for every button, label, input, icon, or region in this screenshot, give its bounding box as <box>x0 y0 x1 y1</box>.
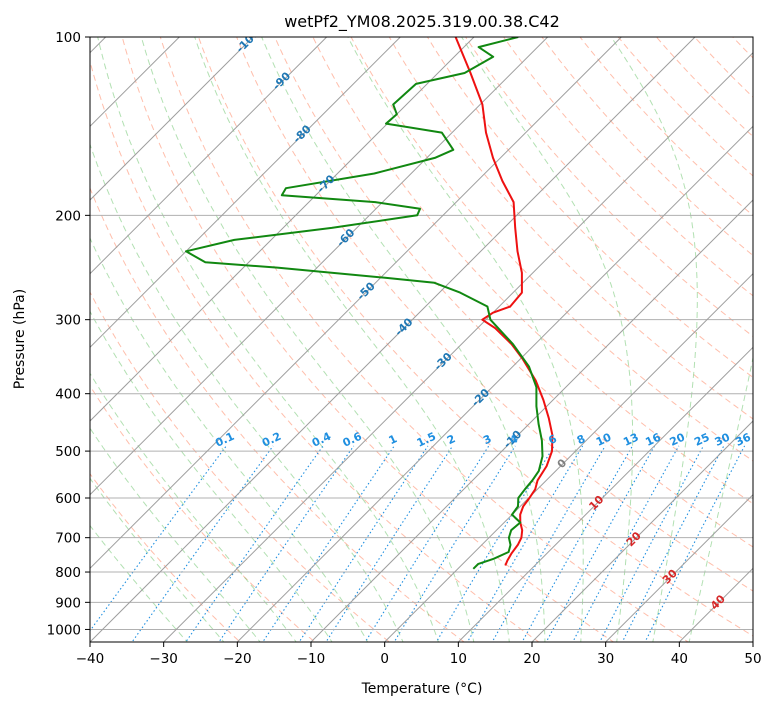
y-tick-label: 300 <box>55 313 81 329</box>
mixing-ratio-label: 16 <box>643 430 663 448</box>
y-tick-label: 400 <box>55 387 81 403</box>
dry-adiabat <box>121 37 615 642</box>
isotherm <box>90 37 328 275</box>
dry-adiabat <box>90 186 465 642</box>
isotherm <box>310 199 753 642</box>
x-tick-label: −40 <box>76 651 105 667</box>
dry-adiabat <box>90 472 241 642</box>
isotherm <box>605 493 753 642</box>
dry-adiabat <box>90 59 540 642</box>
dry-adiabat <box>388 37 753 420</box>
mixing-ratio-label: 25 <box>692 431 711 449</box>
y-tick-label: 900 <box>55 595 81 611</box>
y-tick-label: 800 <box>55 565 81 581</box>
isotherm <box>457 346 753 642</box>
dry-adiabat <box>426 37 753 379</box>
isotherm <box>90 37 254 201</box>
isotherm <box>90 37 401 349</box>
chart-title: wetPf2_YM08.2025.319.00.38.C42 <box>284 12 560 32</box>
moist-adiabat <box>90 236 369 642</box>
y-tick-label: 600 <box>55 491 81 507</box>
x-tick-label: −10 <box>297 651 326 667</box>
sounding-profiles <box>185 37 554 570</box>
mixing-ratio-line <box>644 445 746 642</box>
mixing-ratio-label: 13 <box>621 431 640 449</box>
dry-adiabat <box>197 37 753 637</box>
mixing-ratio-label: 20 <box>668 430 688 448</box>
x-tick-label: 0 <box>380 651 389 667</box>
x-tick-label: 50 <box>744 651 761 667</box>
isotherm <box>90 37 549 496</box>
isotherm <box>531 420 753 642</box>
x-tick-label: 40 <box>671 651 688 667</box>
mixing-ratio-label: 30 <box>713 430 733 448</box>
dry-adiabat <box>159 37 690 642</box>
isotherm <box>236 125 753 642</box>
mixing-ratio-line <box>262 445 395 642</box>
plot-area: -100-90-80-70-60-50-40-30-20-10010203040… <box>90 37 753 642</box>
temperature-profile <box>454 37 554 566</box>
mixing-ratio-line <box>621 445 725 642</box>
mixing-ratio-label: 10 <box>594 430 614 448</box>
isotherm <box>90 37 696 642</box>
x-axis: −40 −30 −20 −10 0 10 20 30 40 50 <box>76 642 762 667</box>
mixing-ratio-line <box>218 445 355 642</box>
mixing-ratio-label: 36 <box>733 430 753 448</box>
x-tick-label: −30 <box>149 651 178 667</box>
y-tick-label: 700 <box>55 531 81 547</box>
isotherm <box>90 37 475 422</box>
x-tick-label: 30 <box>597 651 614 667</box>
isotherm <box>90 37 622 570</box>
y-tick-label: 1000 <box>47 622 81 638</box>
x-tick-label: 10 <box>450 651 467 667</box>
dry-adiabat <box>312 37 753 505</box>
y-tick-label: 200 <box>55 208 81 224</box>
y-tick-label: 100 <box>55 30 81 46</box>
dry-adiabat <box>350 37 753 462</box>
plot-frame <box>89 36 754 643</box>
dewpoint-profile <box>185 37 544 570</box>
moist-adiabat <box>90 142 404 642</box>
x-axis-label: Temperature (°C) <box>361 681 483 697</box>
x-tick-label: 20 <box>523 651 540 667</box>
y-tick-label: 500 <box>55 444 81 460</box>
dry-adiabat <box>236 37 753 592</box>
isotherms <box>90 37 753 642</box>
x-tick-label: −20 <box>223 651 252 667</box>
y-axis-label: Pressure (hPa) <box>12 289 28 389</box>
y-axis: 100 200 300 400 500 600 700 800 900 1000 <box>47 30 90 638</box>
isotherm <box>163 51 753 642</box>
pressure-gridlines <box>90 37 753 630</box>
dry-adiabat <box>90 384 316 642</box>
isotherm <box>384 272 753 642</box>
